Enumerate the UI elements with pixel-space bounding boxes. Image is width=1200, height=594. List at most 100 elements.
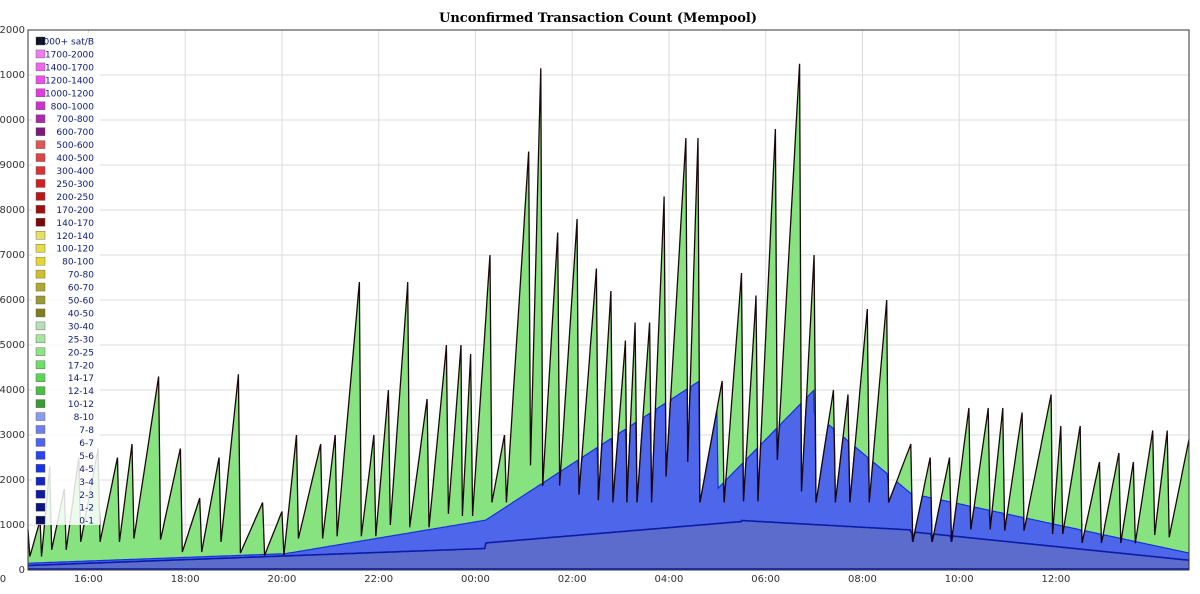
y-tick-label: 9000 (0, 160, 25, 171)
legend: 2000+ sat/B 1700-2000 1400-1700 1200-1400 10… (32, 33, 100, 527)
area-band-low-fee (28, 520, 1189, 570)
legend-entry: 1200-1400 (45, 76, 94, 86)
axis-layer: 0 1000 2000 3000 4000 5000 6000 7000 8000 9000 100… (0, 25, 1070, 585)
legend-entry: 1700-2000 (45, 50, 94, 60)
x-tick-label: 12:00 (1042, 574, 1071, 585)
legend-entry: 400-500 (56, 154, 94, 164)
legend-entry: 120-140 (56, 232, 94, 242)
x-tick-label: 08:00 (848, 574, 877, 585)
legend-entry: 800-1000 (51, 102, 95, 112)
legend-entry: 1000-1200 (45, 89, 94, 99)
legend-entry: 2-3 (79, 491, 94, 501)
legend-entry: 500-600 (56, 141, 94, 151)
y-tick-label: 8000 (0, 205, 25, 216)
legend-swatch (35, 179, 46, 188)
legend-swatch (35, 153, 46, 162)
legend-swatch (35, 515, 46, 525)
plot-frame (27, 29, 1190, 571)
legend-swatch (35, 140, 46, 149)
legend-entry: 40-50 (68, 309, 94, 319)
legend-swatch (35, 62, 46, 72)
legend-swatch (35, 477, 46, 486)
x-tick-label: 06:00 (751, 574, 780, 585)
legend-entry: 8-10 (74, 413, 95, 423)
legend-entry: 300-400 (56, 167, 94, 177)
x-tick-label: 20:00 (268, 574, 297, 585)
legend-entry: 25-30 (68, 335, 94, 345)
legend-swatch (35, 36, 46, 46)
y-tick-label: 0 (19, 565, 25, 576)
x-tick-label: 02:00 (558, 574, 587, 585)
legend-entry: 250-300 (56, 180, 94, 190)
x-tick-label: 10:00 (945, 574, 974, 585)
legend-entry: 0-1 (79, 517, 94, 527)
legend-swatch (35, 269, 46, 279)
legend-entry: 1400-1700 (45, 63, 94, 73)
x-tick-label: 14:00 (0, 574, 6, 585)
y-tick-label: 5000 (0, 340, 25, 351)
legend-swatch (35, 192, 46, 201)
legend-swatch (35, 321, 46, 331)
legend-entry: 1-2 (79, 504, 94, 514)
legend-entry: 30-40 (68, 322, 94, 332)
legend-entry: 170-200 (56, 206, 94, 216)
x-tick-label: 04:00 (655, 574, 684, 585)
y-tick-label: 6000 (0, 295, 25, 306)
legend-swatch (35, 490, 46, 499)
legend-entry: 600-700 (56, 128, 94, 138)
legend-entry: 10-12 (68, 400, 94, 410)
legend-swatch (35, 295, 46, 305)
x-tick-label: 16:00 (74, 574, 103, 585)
legend-swatch (35, 218, 46, 227)
series-line (27, 63, 1190, 557)
legend-swatch (35, 399, 46, 408)
legend-swatch (35, 205, 46, 214)
legend-swatch (35, 464, 46, 473)
legend-entry: 17-20 (68, 361, 94, 371)
x-tick-label: 18:00 (171, 574, 200, 585)
area-band-mid-fee (28, 381, 1189, 566)
legend-entry: 70-80 (68, 271, 94, 281)
y-tick-label: 11000 (0, 70, 25, 81)
legend-swatch (35, 386, 46, 395)
legend-swatch (35, 166, 46, 175)
legend-entry: 3-4 (79, 478, 94, 488)
area-layer (27, 63, 1190, 570)
legend-swatch (35, 438, 46, 447)
legend-swatch (35, 256, 46, 266)
series-line (27, 380, 1190, 564)
legend-entry: 140-170 (56, 219, 94, 229)
legend-entry: 14-17 (68, 374, 94, 384)
legend-swatch (35, 373, 46, 382)
legend-entry: 200-250 (56, 193, 94, 203)
legend-swatch (35, 114, 46, 123)
legend-swatch (35, 503, 46, 512)
legend-swatch (35, 88, 46, 98)
y-tick-label: 12000 (0, 25, 25, 36)
series-line (28, 519, 1190, 567)
legend-entry: 2000+ sat/B (38, 38, 94, 48)
legend-entry: 5-6 (79, 452, 94, 462)
legend-swatch (35, 347, 46, 356)
legend-entry: 100-120 (56, 245, 94, 255)
x-tick-label: 22:00 (364, 574, 393, 585)
legend-swatch (35, 412, 46, 421)
y-tick-label: 1000 (0, 520, 25, 531)
legend-swatch (35, 75, 46, 85)
legend-entry: 60-70 (68, 284, 94, 294)
legend-entry: 50-60 (68, 297, 94, 307)
y-tick-label: 10000 (0, 115, 25, 126)
legend-entry: 7-8 (79, 426, 94, 436)
legend-swatch (35, 282, 46, 292)
legend-swatch (35, 49, 46, 59)
legend-entry: 700-800 (56, 115, 94, 125)
legend-swatch (35, 127, 46, 136)
legend-entry: 4-5 (79, 465, 94, 475)
y-tick-label: 3000 (0, 430, 25, 441)
legend-swatch (35, 334, 46, 344)
legend-swatch (35, 451, 46, 460)
legend-swatch (35, 308, 46, 318)
x-tick-label: 00:00 (461, 574, 490, 585)
